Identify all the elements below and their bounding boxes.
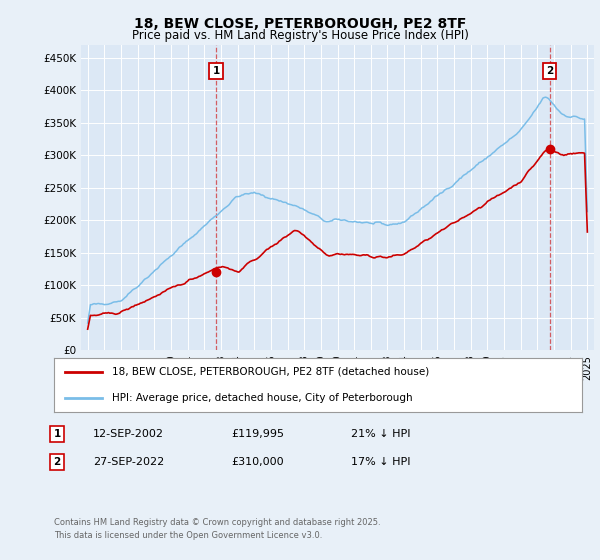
Text: 12-SEP-2002: 12-SEP-2002 — [93, 429, 164, 439]
Text: 2: 2 — [546, 66, 553, 76]
Text: 2: 2 — [53, 457, 61, 467]
Text: £310,000: £310,000 — [231, 457, 284, 467]
Text: £119,995: £119,995 — [231, 429, 284, 439]
Text: 18, BEW CLOSE, PETERBOROUGH, PE2 8TF (detached house): 18, BEW CLOSE, PETERBOROUGH, PE2 8TF (de… — [112, 367, 430, 377]
Text: 18, BEW CLOSE, PETERBOROUGH, PE2 8TF: 18, BEW CLOSE, PETERBOROUGH, PE2 8TF — [134, 16, 466, 30]
Text: 17% ↓ HPI: 17% ↓ HPI — [351, 457, 410, 467]
Text: Price paid vs. HM Land Registry's House Price Index (HPI): Price paid vs. HM Land Registry's House … — [131, 29, 469, 42]
Text: HPI: Average price, detached house, City of Peterborough: HPI: Average price, detached house, City… — [112, 393, 413, 403]
Text: 1: 1 — [53, 429, 61, 439]
Text: Contains HM Land Registry data © Crown copyright and database right 2025.
This d: Contains HM Land Registry data © Crown c… — [54, 519, 380, 540]
Text: 1: 1 — [212, 66, 220, 76]
Text: 27-SEP-2022: 27-SEP-2022 — [93, 457, 164, 467]
Text: 21% ↓ HPI: 21% ↓ HPI — [351, 429, 410, 439]
